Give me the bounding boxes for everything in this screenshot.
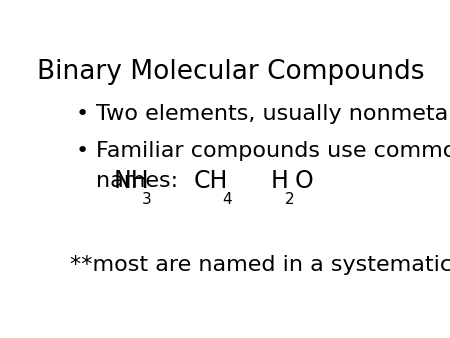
- Text: •: •: [76, 141, 89, 161]
- Text: O: O: [295, 169, 314, 193]
- Text: Familiar compounds use common: Familiar compounds use common: [96, 141, 450, 161]
- Text: 4: 4: [222, 192, 232, 207]
- Text: **most are named in a systematic way: **most are named in a systematic way: [70, 255, 450, 275]
- Text: Binary Molecular Compounds: Binary Molecular Compounds: [37, 59, 424, 85]
- Text: •: •: [76, 104, 89, 124]
- Text: 2: 2: [285, 192, 294, 207]
- Text: 3: 3: [142, 192, 152, 207]
- Text: CH: CH: [194, 169, 229, 193]
- Text: NH: NH: [114, 169, 149, 193]
- Text: Two elements, usually nonmetals: Two elements, usually nonmetals: [96, 104, 450, 124]
- Text: H: H: [271, 169, 288, 193]
- Text: names:: names:: [96, 171, 179, 191]
